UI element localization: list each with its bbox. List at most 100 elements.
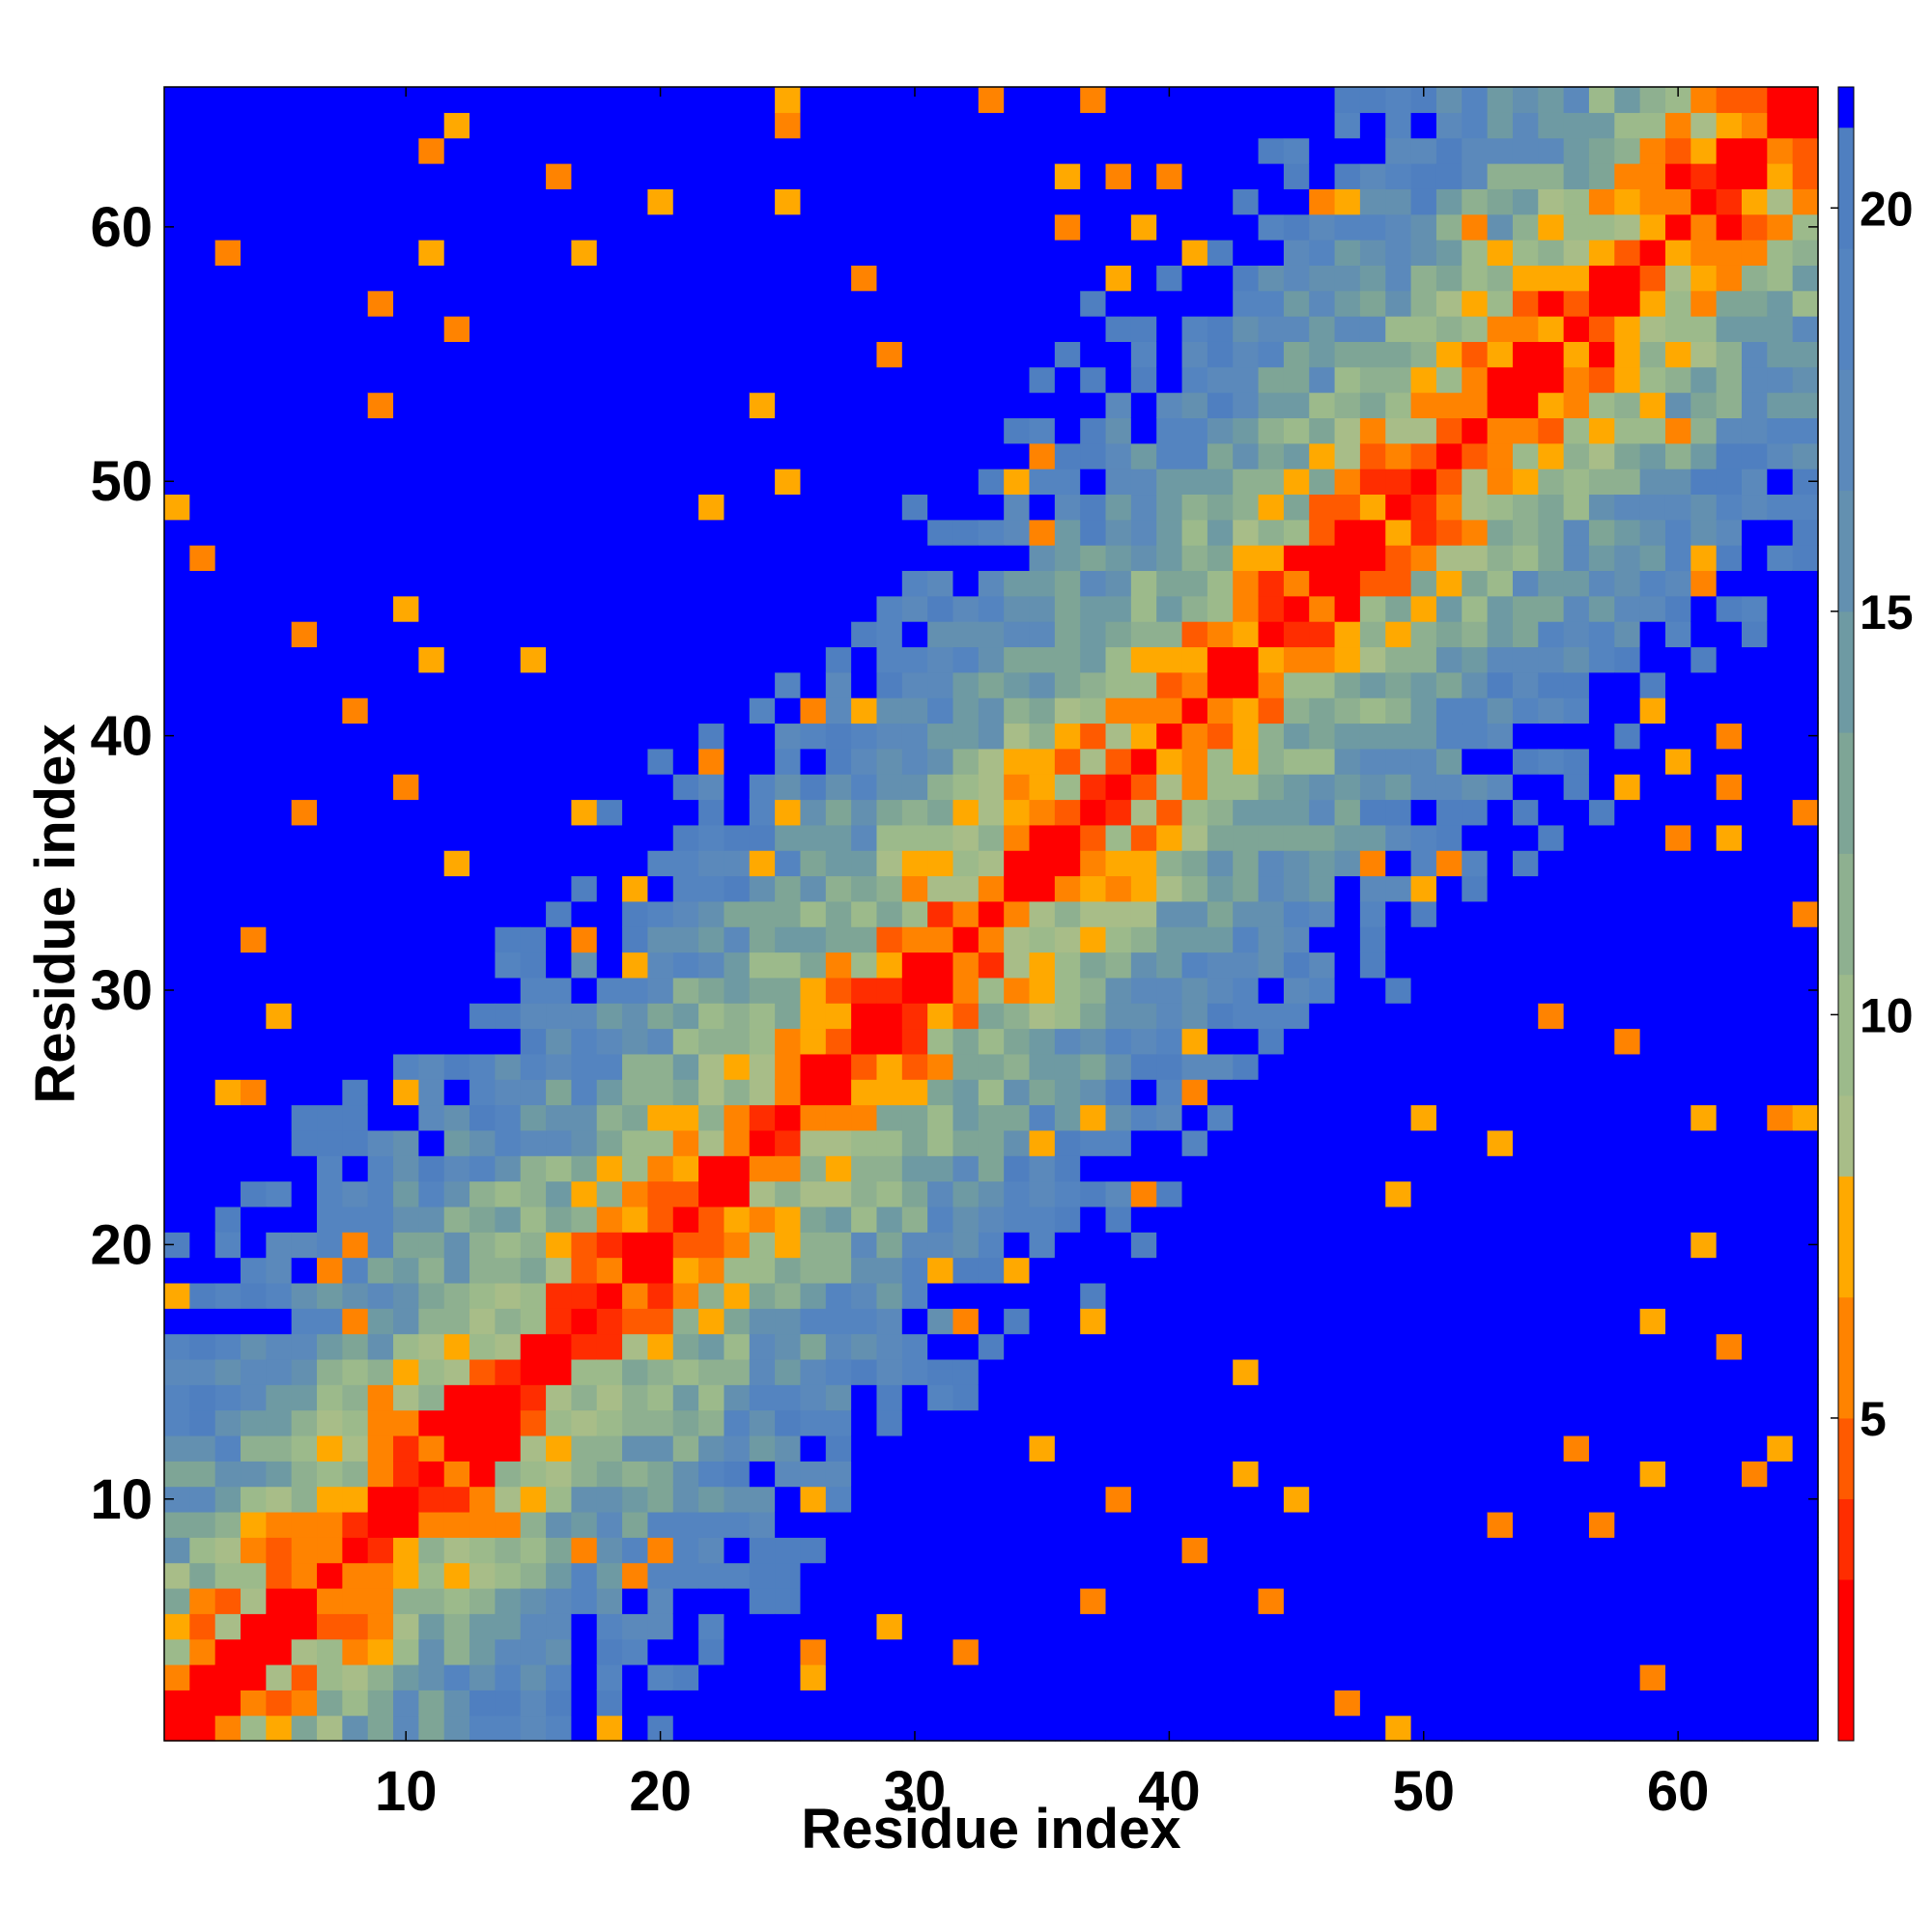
heatmap-cell [1233,952,1260,979]
heatmap-cell [495,137,522,164]
heatmap-cell [596,671,623,698]
heatmap-cell [1588,977,1615,1004]
heatmap-cell [495,366,522,393]
heatmap-cell [1792,1461,1819,1488]
heatmap-cell [317,366,343,393]
heatmap-cell [520,1282,547,1309]
heatmap-cell [927,1257,954,1284]
heatmap-cell [1385,112,1412,139]
heatmap-cell [1588,1461,1615,1488]
heatmap-cell [596,1232,623,1259]
heatmap-cell [1233,545,1260,572]
heatmap-cell [851,1155,878,1182]
heatmap-cell [1080,1333,1107,1360]
heatmap-cell [1792,290,1819,317]
heatmap-cell [876,900,903,927]
heatmap-cell [214,723,242,750]
heatmap-cell [1207,1232,1234,1259]
heatmap-cell [1207,1409,1234,1436]
heatmap-cell [1462,570,1489,597]
heatmap-cell [1309,1053,1336,1080]
heatmap-cell [317,1511,343,1538]
heatmap-cell [367,977,394,1004]
heatmap-cell [189,1537,216,1564]
heatmap-cell [622,1537,649,1564]
heatmap-cell [1716,1537,1743,1564]
heatmap-cell [1410,240,1437,266]
heatmap-cell [978,1461,1005,1488]
heatmap-cell [443,697,470,724]
heatmap-cell [775,1486,802,1513]
heatmap-cell [901,774,928,801]
heatmap-cell [901,290,928,317]
heatmap-cell [1487,875,1514,902]
heatmap-cell [1664,1308,1691,1335]
heatmap-cell [1080,850,1107,877]
heatmap-cell [520,1562,547,1589]
heatmap-cell [1309,341,1336,368]
heatmap-cell [901,1435,928,1462]
heatmap-cell [266,748,293,775]
heatmap-cell [1588,646,1615,673]
heatmap-cell [317,545,343,572]
heatmap-cell [672,545,699,572]
heatmap-cell [1767,1333,1794,1360]
heatmap-cell [164,442,190,469]
heatmap-cell [724,87,751,113]
heatmap-cell [901,265,928,292]
heatmap-cell [520,952,547,979]
heatmap-cell [851,1232,878,1259]
heatmap-cell [241,1461,267,1488]
heatmap-cell [1283,1461,1310,1488]
heatmap-cell [1639,1053,1666,1080]
heatmap-cell [749,850,776,877]
heatmap-cell [1283,595,1310,622]
heatmap-cell [546,774,573,801]
heatmap-cell [800,671,827,698]
heatmap-cell [901,977,928,1004]
heatmap-cell [443,1587,470,1614]
heatmap-cell [1716,621,1743,648]
heatmap-cell [520,137,547,164]
heatmap-cell [724,316,751,342]
heatmap-cell [1105,494,1132,521]
heatmap-cell [749,137,776,164]
heatmap-cell [749,824,776,851]
heatmap-cell [1029,952,1056,979]
heatmap-cell [469,697,496,724]
heatmap-cell [724,900,751,927]
heatmap-cell [1614,774,1641,801]
heatmap-cell [1080,1282,1107,1309]
heatmap-cell [241,1537,267,1564]
heatmap-cell [825,1282,852,1309]
x-axis-ticks: 10 20 30 40 50 60 [375,87,1709,1823]
heatmap-cell [1130,875,1157,902]
heatmap-cell [1435,595,1463,622]
heatmap-cell [1181,392,1208,418]
heatmap-cell [1334,1129,1361,1156]
heatmap-cell [1181,290,1208,317]
heatmap-cell [443,748,470,775]
heatmap-cell [1156,1384,1183,1411]
heatmap-cell [418,240,445,266]
heatmap-cell [1487,671,1514,698]
heatmap-cell [1487,366,1514,393]
heatmap-cell [1664,723,1691,750]
heatmap-cell [1181,1358,1208,1385]
heatmap-cell [851,112,878,139]
heatmap-cell [1080,1129,1107,1156]
heatmap-cell [978,188,1005,215]
heatmap-cell [1639,875,1666,902]
heatmap-cell [698,1308,725,1335]
heatmap-cell [876,697,903,724]
heatmap-cell [1207,1537,1234,1564]
heatmap-cell [1105,87,1132,113]
heatmap-cell [876,850,903,877]
heatmap-cell [214,977,242,1004]
heatmap-cell [546,1308,573,1335]
heatmap-cell [647,977,674,1004]
heatmap-cell [800,774,827,801]
heatmap-cell [1512,748,1539,775]
heatmap-cell [1563,1206,1590,1233]
heatmap-cell [1690,952,1718,979]
